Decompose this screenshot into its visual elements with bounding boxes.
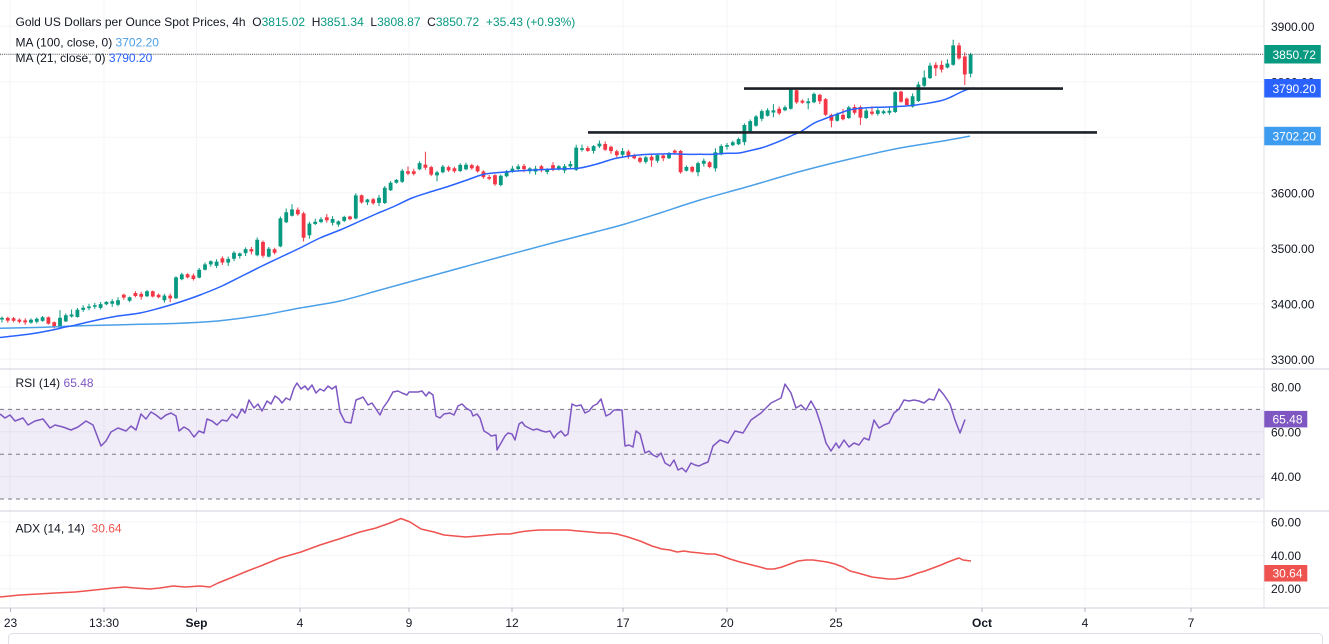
- svg-text:20: 20: [720, 616, 734, 630]
- svg-text:Oct: Oct: [972, 616, 992, 630]
- svg-text:3500.00: 3500.00: [1271, 242, 1315, 256]
- svg-text:3790.20: 3790.20: [1273, 82, 1317, 96]
- svg-text:30.64: 30.64: [1273, 567, 1303, 581]
- svg-text:3600.00: 3600.00: [1271, 186, 1315, 200]
- svg-text:40.00: 40.00: [1271, 470, 1301, 484]
- svg-text:7: 7: [1188, 616, 1195, 630]
- svg-text:3300.00: 3300.00: [1271, 353, 1315, 367]
- svg-text:20.00: 20.00: [1271, 582, 1301, 596]
- svg-text:3400.00: 3400.00: [1271, 297, 1315, 311]
- svg-text:65.48: 65.48: [1273, 413, 1303, 427]
- svg-text:3702.20: 3702.20: [1273, 130, 1317, 144]
- svg-text:13:30: 13:30: [89, 616, 119, 630]
- svg-text:25: 25: [829, 616, 843, 630]
- svg-text:3900.00: 3900.00: [1271, 20, 1315, 34]
- svg-text:RSI (14) 65.48: RSI (14) 65.48: [16, 376, 94, 390]
- svg-text:80.00: 80.00: [1271, 381, 1301, 395]
- svg-text:9: 9: [406, 616, 413, 630]
- svg-text:23: 23: [4, 616, 18, 630]
- svg-text:3850.72: 3850.72: [1273, 48, 1317, 62]
- svg-text:Sep: Sep: [185, 616, 207, 630]
- svg-text:4: 4: [297, 616, 304, 630]
- svg-text:60.00: 60.00: [1271, 425, 1301, 439]
- svg-text:4: 4: [1082, 616, 1089, 630]
- svg-text:MA (21, close, 0) 3790.20: MA (21, close, 0) 3790.20: [16, 51, 153, 65]
- svg-text:ADX (14, 14) 30.64: ADX (14, 14) 30.64: [16, 522, 122, 536]
- svg-text:17: 17: [616, 616, 630, 630]
- svg-text:Gold US Dollars per Ounce Spot: Gold US Dollars per Ounce Spot Prices, 4…: [16, 15, 576, 29]
- svg-text:60.00: 60.00: [1271, 516, 1301, 530]
- svg-text:40.00: 40.00: [1271, 549, 1301, 563]
- svg-text:12: 12: [505, 616, 519, 630]
- svg-text:MA (100, close, 0) 3702.20: MA (100, close, 0) 3702.20: [16, 36, 160, 50]
